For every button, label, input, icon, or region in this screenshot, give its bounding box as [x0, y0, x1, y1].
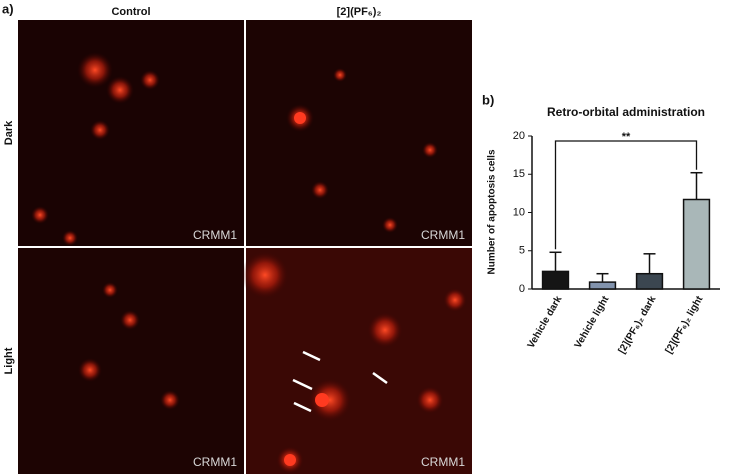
- bar: [635, 272, 664, 290]
- stain-label: CRMM1: [193, 455, 237, 469]
- column-label: Control: [111, 6, 150, 18]
- panel-label: b): [482, 92, 494, 107]
- image-complex-dark: [246, 20, 472, 246]
- row-label: Light: [3, 347, 15, 374]
- y-tick-label: 0: [519, 283, 525, 295]
- bar: [588, 281, 617, 290]
- image-control-dark: [18, 20, 244, 246]
- bar: [682, 198, 711, 290]
- arrows: [292, 350, 388, 413]
- significance-label: **: [622, 131, 631, 143]
- x-tick-label: [2](PF₆)₂ dark: [617, 294, 659, 356]
- y-tick-label: 5: [519, 245, 525, 257]
- row-label: Dark: [3, 120, 15, 145]
- chart-title: Retro-orbital administration: [547, 105, 705, 119]
- bar-chart: b) Retro-orbital administration Number o…: [482, 92, 720, 356]
- panel-label: a): [2, 1, 14, 16]
- image-control-light: [18, 248, 244, 474]
- x-tick-label: [2](PF₆)₂ light: [664, 294, 706, 356]
- stain-label: CRMM1: [421, 228, 465, 242]
- y-tick-label: 10: [513, 206, 525, 218]
- stain-label: CRMM1: [193, 228, 237, 242]
- x-tick-label: Vehicle dark: [526, 294, 565, 350]
- y-axis-label: Number of apoptosis cells: [487, 149, 498, 274]
- significance-bracket: [554, 140, 698, 250]
- micrographs: [18, 20, 472, 474]
- y-tick-label: 20: [513, 130, 525, 142]
- cell-signals: [31, 52, 467, 474]
- y-tick-label: 15: [513, 168, 525, 180]
- stain-label: CRMM1: [421, 455, 465, 469]
- bar: [541, 270, 570, 290]
- x-tick-label: Vehicle light: [573, 294, 612, 351]
- column-label: [2](PF₆)₂: [337, 6, 382, 18]
